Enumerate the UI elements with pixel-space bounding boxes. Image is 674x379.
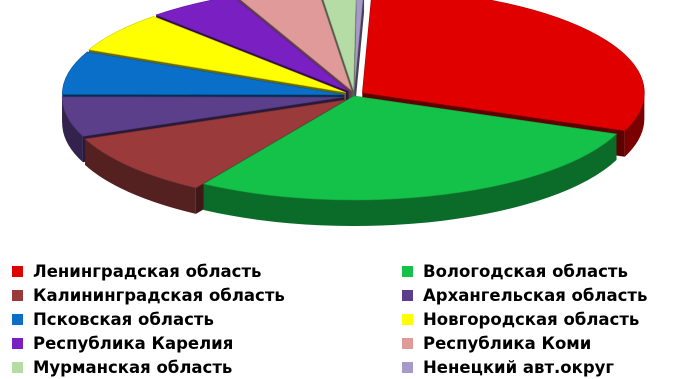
- legend-swatch: [12, 313, 23, 325]
- legend-item: Республика Коми: [402, 333, 591, 353]
- legend-item: Архангельская область: [402, 285, 647, 305]
- chart-legend: Ленинградская область Вологодская область…: [0, 256, 674, 379]
- legend-label: Республика Карелия: [33, 333, 234, 353]
- legend-swatch: [402, 313, 413, 325]
- legend-item: Мурманская область: [12, 357, 232, 377]
- legend-item: Новгородская область: [402, 309, 639, 329]
- legend-label: Калининградская область: [33, 285, 285, 305]
- legend-swatch: [12, 337, 23, 349]
- legend-swatch: [402, 289, 413, 301]
- pie-slice: [202, 95, 618, 227]
- legend-label: Республика Коми: [423, 333, 592, 353]
- legend-label: Ненецкий авт.округ: [423, 357, 615, 377]
- legend-swatch: [12, 265, 23, 277]
- legend-label: Ленинградская область: [33, 261, 262, 281]
- pie-chart: [61, 0, 645, 227]
- legend-swatch: [402, 265, 413, 277]
- pie-slice: [353, 0, 365, 117]
- legend-swatch: [402, 337, 413, 349]
- legend-item: Ленинградская область: [12, 261, 261, 281]
- legend-swatch: [402, 361, 413, 373]
- legend-item: Республика Карелия: [12, 333, 233, 353]
- legend-label: Мурманская область: [33, 357, 233, 377]
- legend-item: Калининградская область: [12, 285, 285, 305]
- legend-label: Псковская область: [33, 309, 214, 329]
- legend-label: Вологодская область: [423, 261, 628, 281]
- legend-item: Псковская область: [12, 309, 214, 329]
- legend-item: Вологодская область: [402, 261, 628, 281]
- legend-swatch: [12, 289, 23, 301]
- legend-swatch: [12, 361, 23, 373]
- legend-label: Новгородская область: [423, 309, 640, 329]
- legend-item: Ненецкий авт.округ: [402, 357, 614, 377]
- legend-label: Архангельская область: [423, 285, 648, 305]
